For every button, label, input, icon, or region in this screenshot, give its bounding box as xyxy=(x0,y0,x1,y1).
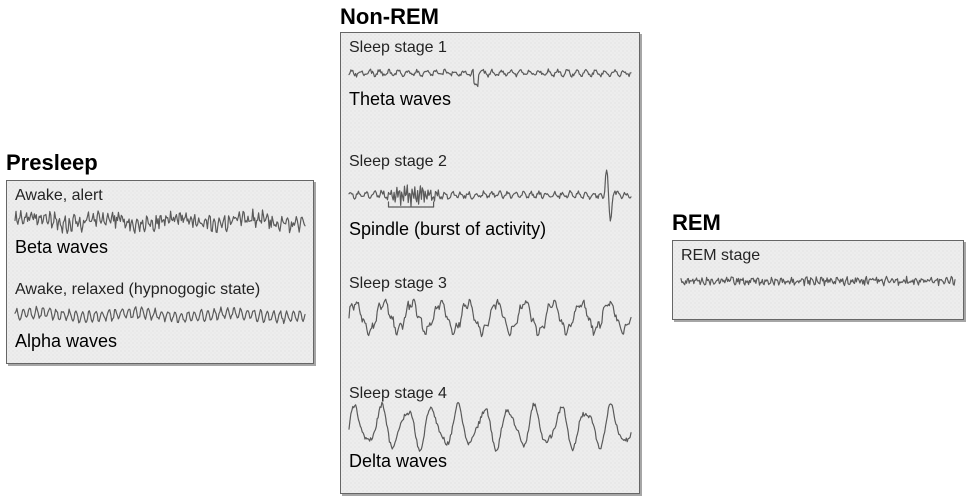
stage4-bot-label: Delta waves xyxy=(349,451,631,472)
beta-top-label: Awake, alert xyxy=(15,187,305,205)
stage3-wave xyxy=(349,295,631,339)
rem-panel: REM stage xyxy=(672,240,964,320)
stage3-top-label: Sleep stage 3 xyxy=(349,275,631,293)
beta-wave xyxy=(15,207,305,235)
presleep-alpha-block: Awake, relaxed (hypnogogic state) Alpha … xyxy=(15,281,305,352)
rem-title: REM xyxy=(672,210,721,236)
stage2-top-label: Sleep stage 2 xyxy=(349,153,631,171)
stage1-top-label: Sleep stage 1 xyxy=(349,39,631,57)
rem-top-label: REM stage xyxy=(681,247,955,265)
alpha-wave xyxy=(15,301,305,329)
stage4-top-label: Sleep stage 4 xyxy=(349,385,631,403)
nonrem-panel: Sleep stage 1 Theta waves Sleep stage 2 … xyxy=(340,32,640,494)
rem-wave xyxy=(681,267,955,295)
stage2-bot-label: Spindle (burst of activity) xyxy=(349,219,631,240)
stage4-block: Sleep stage 4 Delta waves xyxy=(349,385,631,472)
stage4-wave xyxy=(349,405,631,449)
stage2-block: Sleep stage 2 Spindle (burst of activity… xyxy=(349,153,631,240)
stage2-wave xyxy=(349,173,631,217)
stage1-block: Sleep stage 1 Theta waves xyxy=(349,39,631,110)
alpha-top-label: Awake, relaxed (hypnogogic state) xyxy=(15,281,305,299)
beta-bot-label: Beta waves xyxy=(15,237,305,258)
alpha-bot-label: Alpha waves xyxy=(15,331,305,352)
stage1-wave xyxy=(349,59,631,87)
presleep-beta-block: Awake, alert Beta waves xyxy=(15,187,305,258)
presleep-title: Presleep xyxy=(6,150,98,176)
rem-block: REM stage xyxy=(681,247,955,297)
presleep-panel: Awake, alert Beta waves Awake, relaxed (… xyxy=(6,180,314,364)
stage1-bot-label: Theta waves xyxy=(349,89,631,110)
nonrem-title: Non-REM xyxy=(340,4,439,30)
stage3-block: Sleep stage 3 xyxy=(349,275,631,341)
